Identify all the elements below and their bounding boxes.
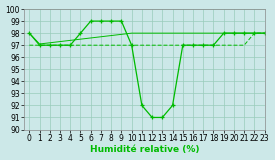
X-axis label: Humidité relative (%): Humidité relative (%)	[90, 145, 199, 154]
